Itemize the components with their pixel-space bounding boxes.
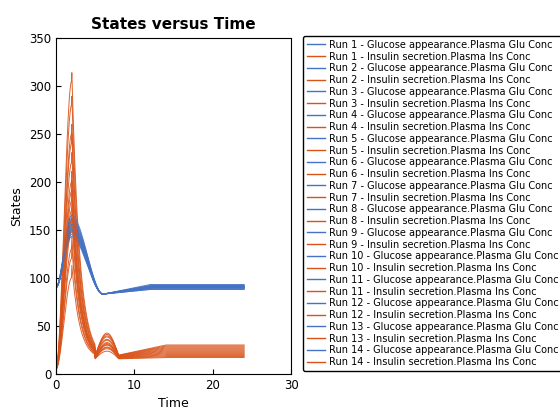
X-axis label: Time: Time xyxy=(158,397,189,410)
Title: States versus Time: States versus Time xyxy=(91,18,256,32)
Legend: Run 1 - Glucose appearance.Plasma Glu Conc, Run 1 - Insulin secretion.Plasma Ins: Run 1 - Glucose appearance.Plasma Glu Co… xyxy=(303,36,560,371)
Y-axis label: States: States xyxy=(10,186,24,226)
